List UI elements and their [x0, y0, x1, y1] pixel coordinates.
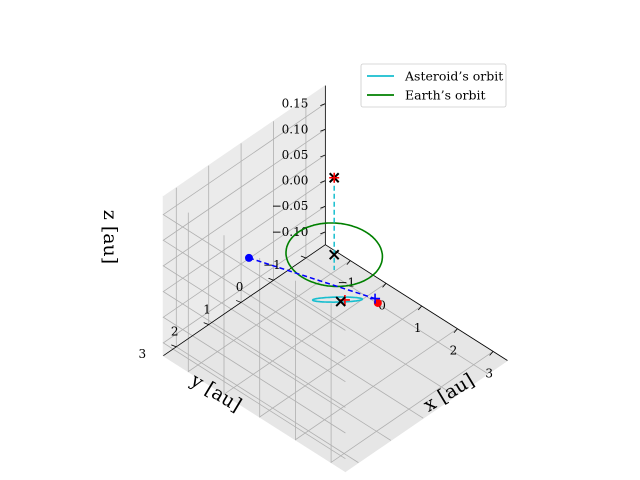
z-tick-label: 0.00 [282, 174, 309, 188]
x-tick-label: 2 [450, 344, 458, 358]
y-tick-label: 1 [203, 302, 211, 316]
x-tick-label: −1 [337, 276, 355, 290]
z-axis-label: z [au] [99, 210, 121, 264]
legend-label: Asteroid’s orbit [404, 69, 503, 84]
x-tick-mark [382, 283, 387, 288]
gridline-x [294, 280, 458, 441]
dashed-segment [248, 257, 376, 300]
y-tick-label: 0 [236, 280, 244, 294]
x-tick-mark [489, 351, 494, 356]
y-tick-mark [300, 255, 307, 259]
gridline-z [162, 205, 346, 434]
y-tick-label: 2 [171, 325, 179, 339]
gridline-z [162, 154, 346, 383]
z-tick-mark [320, 180, 326, 183]
x-tick-mark [417, 305, 423, 311]
z-tick-mark [320, 154, 326, 158]
gridline-x [223, 235, 387, 396]
gridline-z [162, 128, 346, 357]
y-tick-mark [171, 344, 177, 348]
point-markers [244, 172, 382, 307]
x-tick-mark [453, 328, 458, 333]
z-tick-mark [320, 128, 326, 132]
y-tick-mark [268, 277, 274, 281]
gridline-x [330, 303, 494, 464]
z-tick-mark [320, 205, 326, 209]
z-tick-label: 0.15 [282, 97, 309, 111]
z-tick-mark [320, 231, 326, 235]
gridline-x [187, 212, 351, 373]
legend: Asteroid’s orbit Earth’s orbit [360, 63, 507, 108]
z-tick-label: 0.10 [282, 122, 309, 136]
z-tick-label: 0.05 [282, 148, 309, 162]
z-tick-label: −0.05 [272, 199, 309, 213]
x-tick-label: 3 [485, 366, 493, 380]
gridline-x [259, 258, 422, 418]
y-tick-label: 3 [138, 347, 146, 361]
y-tick-mark [235, 300, 242, 303]
y-tick-mark [203, 322, 209, 326]
y-axis-line [163, 244, 326, 357]
gridline-z [162, 180, 346, 408]
dot-marker [244, 253, 253, 262]
legend-box [360, 63, 507, 108]
plus-marker [329, 172, 340, 183]
asteroid-orbit-curve [311, 296, 364, 304]
x-marker [335, 296, 346, 307]
z-tick-label: −0.10 [272, 225, 309, 239]
plus-marker [370, 293, 381, 304]
axes-panes [162, 84, 509, 473]
gridline-z [162, 231, 346, 460]
x-axis-line [325, 244, 508, 361]
x-marker [328, 249, 340, 260]
legend-label: Earth’s orbit [405, 88, 486, 103]
z-tick-mark [320, 103, 326, 107]
x-tick-label: 1 [414, 321, 422, 335]
earth-orbit-curve [285, 222, 384, 288]
x-tick-mark [346, 260, 351, 265]
x-tick-label: 0 [378, 298, 386, 312]
axis-lines [163, 85, 508, 361]
gridline-z [162, 103, 346, 331]
orbit-curves [285, 222, 384, 304]
